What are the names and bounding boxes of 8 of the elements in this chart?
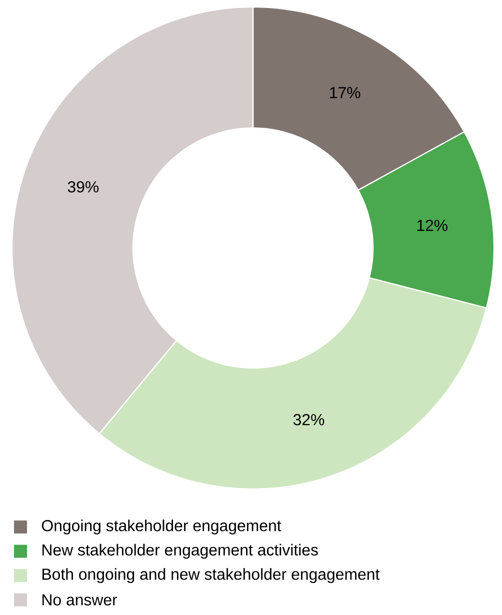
legend-label: No answer	[42, 594, 118, 606]
legend-label: Ongoing stakeholder engagement	[42, 520, 282, 534]
data-label: 12%	[417, 220, 448, 231]
data-label: 39%	[68, 181, 99, 192]
legend-label: Both ongoing and new stakeholder engagement	[42, 568, 380, 584]
data-label: 32%	[293, 414, 324, 426]
legend-label: New stakeholder engagement activities	[42, 544, 318, 559]
data-label: 17%	[330, 87, 360, 98]
